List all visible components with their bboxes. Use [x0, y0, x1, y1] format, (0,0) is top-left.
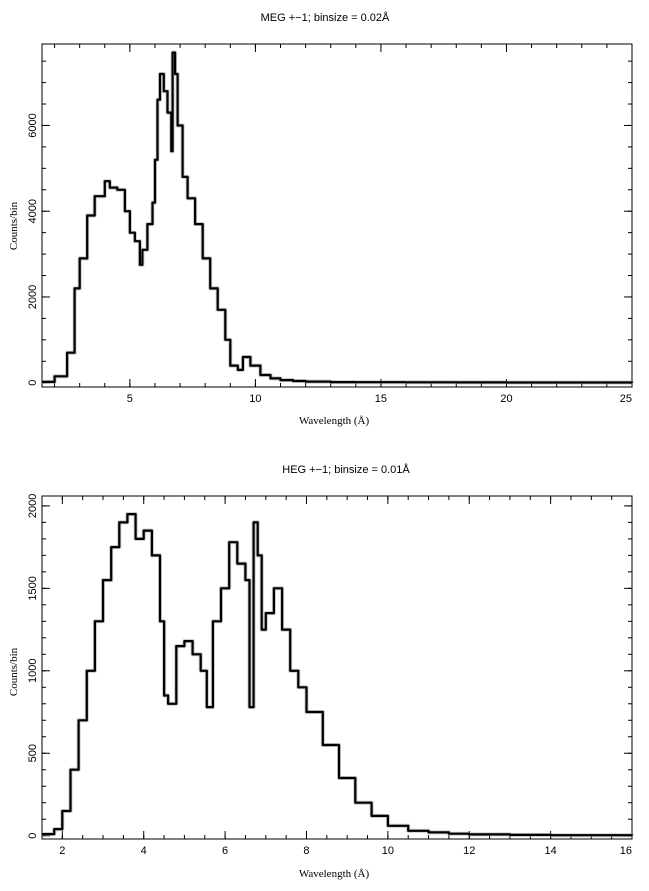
meg-chart-title: MEG +−1; binsize = 0.02Å: [261, 11, 390, 24]
heg-y-axis-label: Counts/bin: [8, 647, 20, 696]
heg-x-tick-label: 12: [463, 845, 475, 857]
heg-x-tick-label: 4: [141, 845, 147, 857]
heg-x-tick-label: 10: [382, 845, 394, 857]
heg-spectrum-line: [42, 513, 634, 837]
meg-x-tick-label: 25: [620, 393, 632, 405]
heg-y-tick-label: 500: [27, 744, 39, 762]
heg-y-tick-label: 2000: [27, 494, 39, 518]
meg-plot-frame: [41, 43, 633, 388]
heg-x-tick-label: 8: [303, 845, 309, 857]
heg-y-tick-label: 0: [27, 833, 39, 839]
heg-spectrum-panel: HEG +−1; binsize = 0.01Å Wavelength (Å) …: [8, 463, 634, 880]
heg-y-tick-label: 1000: [27, 659, 39, 683]
meg-y-tick-label: 2000: [27, 285, 39, 309]
meg-y-tick-label: 6000: [27, 113, 39, 137]
heg-x-tick-label: 6: [222, 845, 228, 857]
heg-error-band: [42, 512, 634, 838]
heg-chart-title: HEG +−1; binsize = 0.01Å: [282, 463, 410, 476]
meg-x-tick-label: 10: [249, 393, 261, 405]
meg-y-tick-label: 0: [27, 380, 39, 386]
meg-x-tick-label: 20: [500, 393, 512, 405]
heg-y-tick-label: 1500: [27, 576, 39, 600]
heg-plot-frame: [41, 495, 633, 840]
meg-x-tick-label: 5: [127, 393, 133, 405]
meg-y-axis-label: Counts/bin: [8, 201, 20, 250]
heg-x-tick-label: 14: [544, 845, 556, 857]
meg-x-axis-label: Wavelength (Å): [299, 415, 370, 427]
meg-x-tick-label: 15: [375, 393, 387, 405]
heg-x-tick-label: 16: [620, 845, 632, 857]
meg-spectrum-panel: MEG +−1; binsize = 0.02Å Wavelength (Å) …: [8, 11, 634, 427]
meg-spectrum-line: [42, 51, 634, 384]
heg-x-axis-label: Wavelength (Å): [299, 868, 370, 880]
heg-x-tick-label: 2: [59, 845, 65, 857]
meg-y-tick-label: 4000: [27, 199, 39, 223]
